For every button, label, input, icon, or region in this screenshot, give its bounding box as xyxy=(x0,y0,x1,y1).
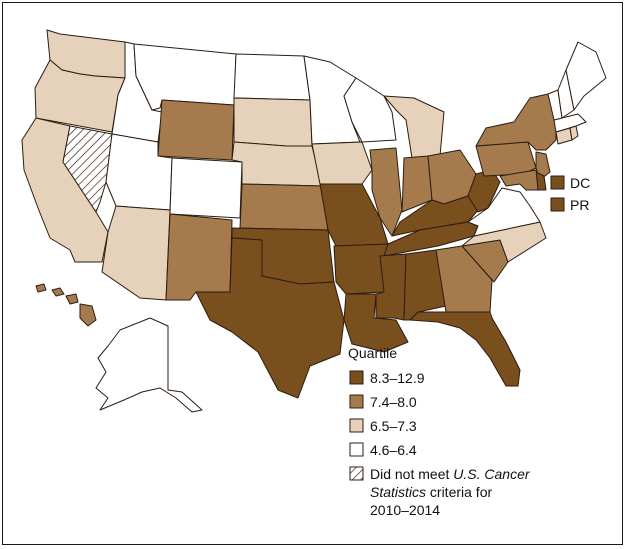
state-ar xyxy=(333,243,389,295)
state-ne xyxy=(231,141,323,187)
state-nd xyxy=(233,53,311,101)
state-hi-3 xyxy=(65,293,79,305)
state-az xyxy=(101,205,171,301)
state-fl xyxy=(409,311,521,387)
territory-dc-legend: DC xyxy=(550,175,590,191)
legend-swatch-1 xyxy=(349,370,364,385)
state-pa xyxy=(475,141,537,177)
state-wv xyxy=(467,169,501,213)
legend-label-not-met-line1: Did not meet U.S. Cancer xyxy=(370,466,531,482)
territory-pr-label: PR xyxy=(570,197,589,213)
quartile-legend: Quartile 8.3–12.9 7.4–8.0 6.5–7.3 4.6–6.… xyxy=(348,345,531,518)
state-ak xyxy=(95,317,203,413)
legend-label-not-met-years: 2010–2014 xyxy=(370,502,440,518)
state-ga xyxy=(435,245,493,313)
figure-frame xyxy=(2,2,623,545)
legend-swatch-hatched xyxy=(349,466,364,481)
not-met-prefix: Did not meet xyxy=(370,466,453,482)
legend-swatch-2 xyxy=(349,394,364,409)
legend-label-3: 6.5–7.3 xyxy=(370,418,417,434)
state-il xyxy=(369,147,403,237)
legend-label-2: 7.4–8.0 xyxy=(370,394,417,410)
not-met-italic-cont: Statistics xyxy=(370,484,426,500)
legend-label-1: 8.3–12.9 xyxy=(370,370,425,386)
state-ny xyxy=(475,93,557,151)
territory-dc-swatch xyxy=(550,175,565,190)
state-ri xyxy=(569,125,579,141)
legend-label-4: 4.6–6.4 xyxy=(370,442,417,458)
not-met-suffix: criteria for xyxy=(426,484,492,500)
state-hi-4 xyxy=(79,303,97,327)
state-ks xyxy=(239,183,329,231)
territory-pr-legend: PR xyxy=(550,197,589,213)
territory-dc-label: DC xyxy=(570,175,590,191)
state-wi xyxy=(343,77,397,143)
state-ia xyxy=(311,141,373,185)
state-wy xyxy=(157,99,235,161)
state-me xyxy=(565,41,607,111)
state-sd xyxy=(233,97,313,147)
legend-swatch-4 xyxy=(349,442,364,457)
state-tx xyxy=(195,237,345,399)
state-mt xyxy=(133,43,237,111)
legend-label-not-met-line2: Statistics criteria for xyxy=(370,484,492,500)
state-la xyxy=(343,293,409,353)
legend-title: Quartile xyxy=(348,345,397,361)
state-hi-1 xyxy=(35,283,47,293)
state-nm xyxy=(165,213,233,301)
state-md xyxy=(499,169,539,191)
legend-swatch-3 xyxy=(349,418,364,433)
state-nj xyxy=(535,151,551,181)
state-hi-2 xyxy=(51,287,65,297)
state-co xyxy=(169,157,243,219)
territory-pr-swatch xyxy=(550,197,565,212)
not-met-italic: U.S. Cancer xyxy=(453,466,531,482)
state-va xyxy=(467,187,541,237)
